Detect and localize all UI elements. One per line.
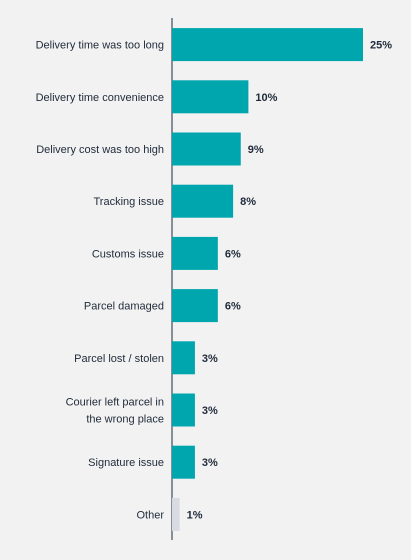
value-label-0: 25%	[370, 40, 392, 52]
value-label-7: 3%	[202, 405, 218, 417]
value-label-3: 8%	[240, 196, 256, 208]
value-labels-group: 25% 10% 9% 8% 6% 6% 3% 3% 3% 1%	[187, 40, 393, 522]
value-label-5: 6%	[225, 301, 241, 313]
category-label-8: Signature issue	[88, 457, 164, 469]
bar-1	[172, 80, 249, 114]
value-label-8: 3%	[202, 457, 218, 469]
bar-2	[172, 132, 241, 166]
value-label-6: 3%	[202, 353, 218, 365]
category-label-6: Parcel lost / stolen	[74, 353, 164, 365]
category-label-0: Delivery time was too long	[36, 40, 164, 52]
category-label-3: Tracking issue	[93, 196, 164, 208]
value-label-1: 10%	[255, 92, 277, 104]
category-labels-group: Delivery time was too long Delivery time …	[36, 40, 165, 522]
bar-9	[172, 497, 180, 531]
category-label-7: Courier left parcel in the wrong place	[66, 397, 164, 426]
bar-3	[172, 184, 234, 218]
value-label-4: 6%	[225, 248, 241, 260]
category-label-4: Customs issue	[92, 248, 164, 260]
bar-6	[172, 341, 195, 375]
bar-7	[172, 393, 195, 427]
category-label-2: Delivery cost was too high	[36, 144, 164, 156]
bar-0	[172, 28, 363, 62]
category-label-9: Other	[136, 509, 164, 521]
bars-group	[172, 28, 363, 531]
category-label-5: Parcel damaged	[84, 301, 164, 313]
bar-8	[172, 445, 195, 479]
value-label-2: 9%	[248, 144, 264, 156]
value-label-9: 1%	[187, 509, 203, 521]
bar-5	[172, 289, 218, 323]
category-label-1: Delivery time convenience	[36, 92, 164, 104]
bar-4	[172, 236, 218, 270]
